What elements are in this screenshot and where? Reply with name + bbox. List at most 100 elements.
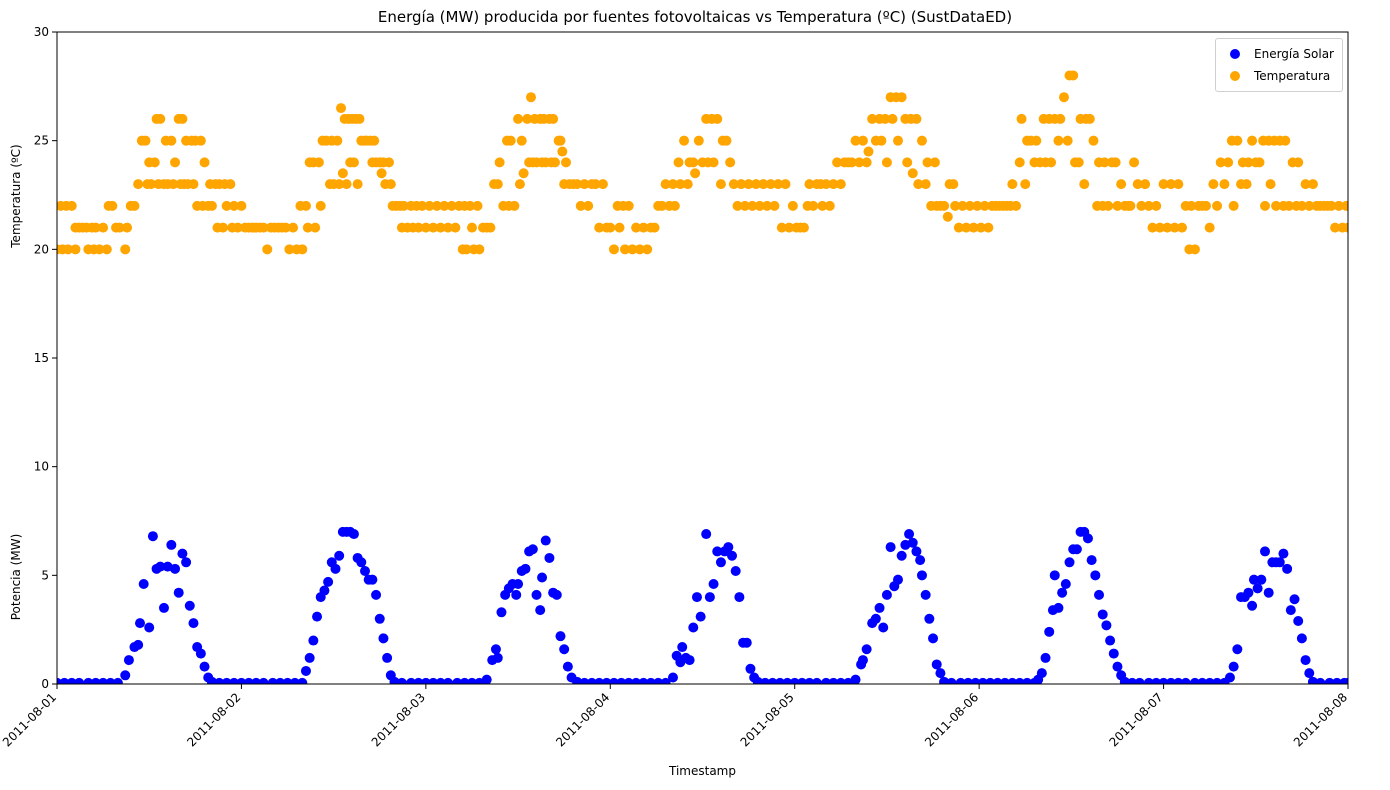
temperature-point [232, 222, 243, 233]
temperature-point [310, 222, 321, 233]
temperature-point [1011, 200, 1022, 211]
temperature-point [743, 179, 754, 190]
temperature-point [780, 179, 791, 190]
temperature-point [682, 179, 693, 190]
temperature-point [846, 157, 857, 168]
temperature-point [880, 113, 891, 124]
temperature-point [979, 200, 990, 211]
temperature-point [922, 157, 933, 168]
temperature-point [1116, 179, 1127, 190]
solar-point [551, 589, 562, 600]
solar-point [915, 555, 926, 566]
temperature-point [300, 200, 311, 211]
temperature-point [1326, 200, 1337, 211]
solar-point [74, 677, 85, 684]
temperature-point [1204, 222, 1215, 233]
temperature-point [638, 222, 649, 233]
solar-point [170, 563, 181, 574]
solar-point [496, 607, 507, 618]
temperature-point [1112, 200, 1123, 211]
solar-point [133, 639, 144, 650]
temperature-point [525, 92, 536, 103]
temperature-point [1020, 179, 1031, 190]
temperature-point [835, 179, 846, 190]
temperature-point [516, 135, 527, 146]
solar-point [1071, 544, 1082, 555]
temperature-point [968, 222, 979, 233]
temperature-point [1283, 200, 1294, 211]
temperature-point [348, 157, 359, 168]
legend-label-solar: Energía Solar [1254, 47, 1334, 61]
temperature-point [804, 179, 815, 190]
temperature-point [1343, 222, 1348, 233]
temperature-point [739, 200, 750, 211]
temperature-point [690, 168, 701, 179]
x-tick-label: 2011-08-06 [922, 690, 981, 749]
solar-point [1243, 587, 1254, 598]
solar-point [1296, 633, 1307, 644]
solar-point [1228, 661, 1239, 672]
temperature-point [1125, 200, 1136, 211]
temperature-point [854, 157, 865, 168]
solar-point [188, 618, 199, 629]
temperature-point [288, 222, 299, 233]
temperature-point [1031, 135, 1042, 146]
temperature-point [336, 103, 347, 114]
temperature-point [107, 200, 118, 211]
solar-point [1097, 609, 1108, 620]
temperature-point [808, 200, 819, 211]
solar-point [928, 633, 939, 644]
solar-point [199, 661, 210, 672]
legend-swatch-solar [1230, 49, 1240, 59]
temperature-point [575, 200, 586, 211]
legend-entry-temperature: Temperatura [1224, 65, 1334, 87]
temperature-point [518, 168, 529, 179]
temperature-point [1300, 179, 1311, 190]
temperature-point [505, 135, 516, 146]
solar-point [537, 572, 548, 583]
temperature-point [1088, 135, 1099, 146]
temperature-point [679, 135, 690, 146]
solar-point [811, 677, 822, 684]
solar-point [1293, 615, 1304, 626]
solar-point [1252, 583, 1263, 594]
temperature-point [1154, 222, 1165, 233]
temperature-point [583, 200, 594, 211]
temperature-point [916, 135, 927, 146]
solar-point [258, 677, 269, 684]
temperature-point [120, 244, 131, 255]
solar-point [1282, 563, 1293, 574]
temperature-point [94, 244, 105, 255]
solar-point [490, 644, 501, 655]
temperature-point [1110, 157, 1121, 168]
solar-point [896, 550, 907, 561]
temperature-point [1136, 200, 1147, 211]
temperature-point [649, 222, 660, 233]
temperature-point [199, 157, 210, 168]
temperature-point [669, 200, 680, 211]
temperature-point [863, 146, 874, 157]
temperature-point [217, 222, 228, 233]
temperature-point [857, 135, 868, 146]
temperature-point [435, 222, 446, 233]
solar-point [715, 557, 726, 568]
temperature-point [867, 113, 878, 124]
solar-point [304, 652, 315, 663]
solar-point [1040, 652, 1051, 663]
solar-point [359, 565, 370, 576]
solar-point [559, 644, 570, 655]
solar-point [677, 642, 688, 653]
temperature-point [824, 200, 835, 211]
temperature-point [1260, 200, 1271, 211]
x-tick-label: 2011-08-01 [0, 690, 59, 749]
temperature-point [376, 168, 387, 179]
temperature-point [712, 113, 723, 124]
temperature-point [398, 200, 409, 211]
temperature-point [485, 222, 496, 233]
solar-point [555, 631, 566, 642]
temperature-point [513, 113, 524, 124]
solar-point [1260, 546, 1271, 557]
temperature-point [1228, 200, 1239, 211]
solar-point [527, 544, 538, 555]
